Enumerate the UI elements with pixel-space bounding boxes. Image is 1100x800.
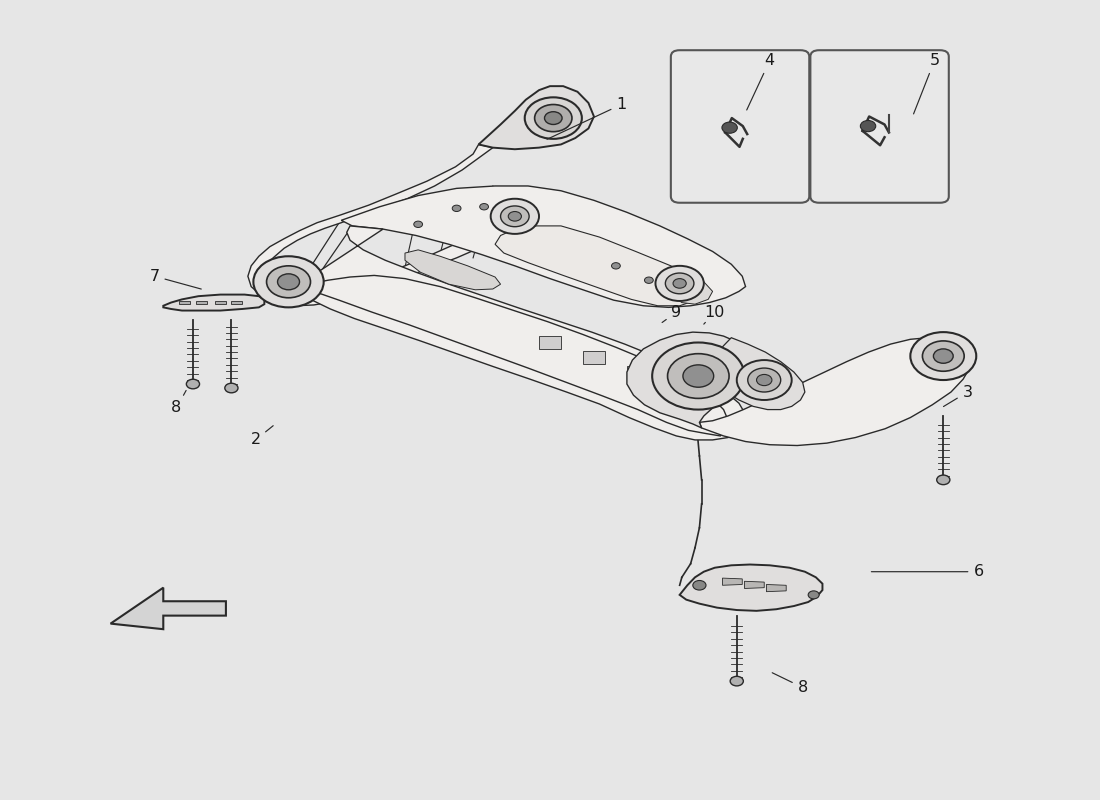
Circle shape bbox=[480, 203, 488, 210]
Text: 4: 4 bbox=[747, 53, 774, 110]
Circle shape bbox=[224, 383, 238, 393]
Polygon shape bbox=[214, 301, 225, 304]
Circle shape bbox=[414, 221, 422, 227]
Text: 8: 8 bbox=[172, 390, 186, 415]
Polygon shape bbox=[196, 301, 207, 304]
Polygon shape bbox=[700, 338, 970, 446]
Polygon shape bbox=[111, 588, 226, 630]
Text: 2: 2 bbox=[251, 426, 273, 447]
Text: 8: 8 bbox=[772, 673, 807, 695]
Circle shape bbox=[500, 206, 529, 226]
Circle shape bbox=[508, 211, 521, 221]
Text: 10: 10 bbox=[704, 305, 725, 324]
Circle shape bbox=[923, 341, 965, 371]
Polygon shape bbox=[163, 294, 264, 310]
Circle shape bbox=[937, 475, 950, 485]
Circle shape bbox=[544, 112, 562, 125]
Polygon shape bbox=[482, 192, 698, 282]
Circle shape bbox=[668, 354, 729, 398]
Circle shape bbox=[525, 98, 582, 139]
Circle shape bbox=[645, 277, 653, 283]
Polygon shape bbox=[539, 336, 561, 349]
Circle shape bbox=[656, 266, 704, 301]
Polygon shape bbox=[723, 578, 743, 586]
Circle shape bbox=[535, 105, 572, 132]
Circle shape bbox=[491, 198, 539, 234]
Circle shape bbox=[722, 122, 737, 134]
Circle shape bbox=[934, 349, 954, 363]
Circle shape bbox=[737, 360, 792, 400]
Polygon shape bbox=[673, 274, 713, 304]
Polygon shape bbox=[405, 250, 500, 290]
Polygon shape bbox=[178, 301, 189, 304]
Circle shape bbox=[672, 291, 681, 298]
Circle shape bbox=[452, 205, 461, 211]
Polygon shape bbox=[627, 366, 649, 379]
FancyBboxPatch shape bbox=[811, 50, 949, 202]
Polygon shape bbox=[341, 186, 746, 307]
Circle shape bbox=[666, 273, 694, 294]
Polygon shape bbox=[231, 301, 242, 304]
Circle shape bbox=[277, 274, 299, 290]
FancyBboxPatch shape bbox=[671, 50, 810, 202]
Polygon shape bbox=[767, 585, 786, 592]
Circle shape bbox=[612, 262, 620, 269]
Circle shape bbox=[693, 581, 706, 590]
Circle shape bbox=[673, 278, 686, 288]
Polygon shape bbox=[713, 338, 805, 410]
Circle shape bbox=[730, 676, 744, 686]
Polygon shape bbox=[680, 565, 823, 611]
Polygon shape bbox=[745, 582, 764, 589]
Circle shape bbox=[266, 266, 310, 298]
Polygon shape bbox=[295, 226, 746, 440]
Circle shape bbox=[683, 365, 714, 387]
Circle shape bbox=[186, 379, 199, 389]
Text: 6: 6 bbox=[871, 564, 983, 579]
Circle shape bbox=[748, 368, 781, 392]
Circle shape bbox=[808, 591, 820, 599]
Text: 7: 7 bbox=[150, 269, 201, 289]
Circle shape bbox=[253, 256, 323, 307]
Text: 5: 5 bbox=[914, 53, 939, 114]
Polygon shape bbox=[583, 351, 605, 364]
Circle shape bbox=[757, 374, 772, 386]
Text: 3: 3 bbox=[944, 385, 972, 406]
Polygon shape bbox=[478, 86, 594, 150]
Text: 1: 1 bbox=[547, 97, 627, 139]
Circle shape bbox=[860, 121, 876, 132]
Text: 9: 9 bbox=[662, 305, 681, 322]
Circle shape bbox=[652, 342, 745, 410]
Circle shape bbox=[911, 332, 977, 380]
Polygon shape bbox=[248, 145, 506, 306]
Polygon shape bbox=[495, 226, 704, 306]
Polygon shape bbox=[627, 332, 748, 428]
